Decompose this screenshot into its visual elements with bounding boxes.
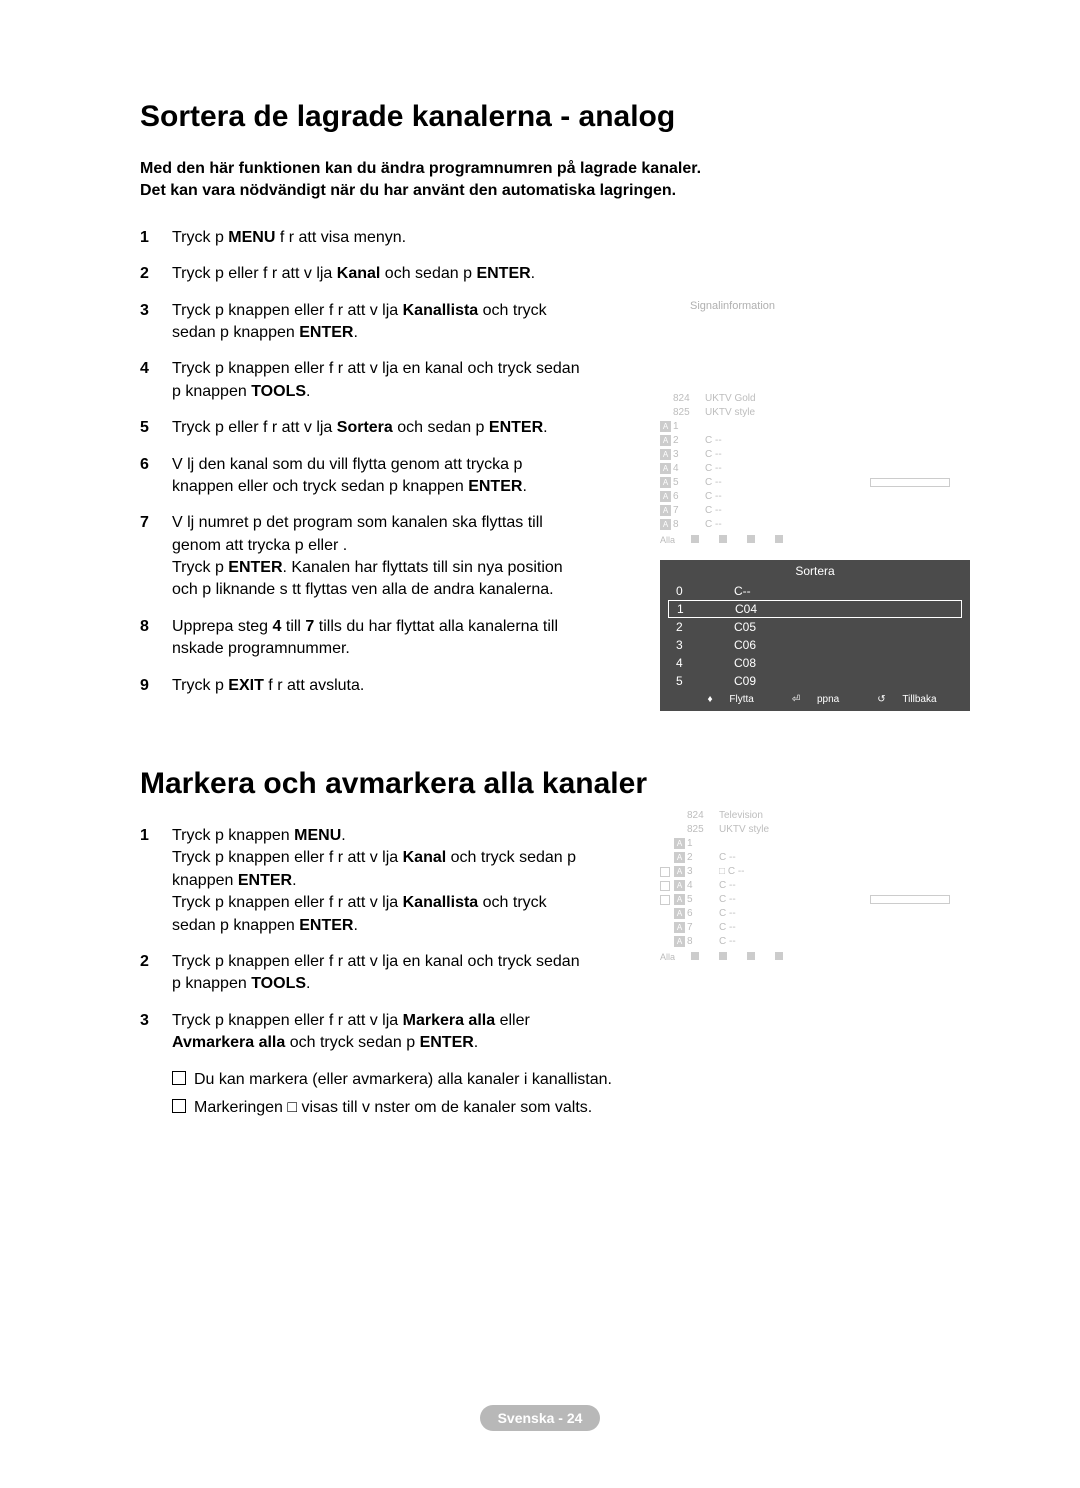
channel-row: A4C --: [660, 462, 970, 475]
channel-row: A5C --: [660, 476, 970, 489]
note-1: Du kan markera (eller avmarkera) alla ka…: [172, 1069, 612, 1091]
step-item: 9Tryck p EXIT f r att avsluta.: [140, 675, 580, 697]
channel-row: 824UKTV Gold: [660, 392, 970, 405]
channel-row: A3C --: [660, 448, 970, 461]
channel-row: A7C --: [660, 921, 970, 934]
osd-sortera: Sortera 0C--1C042C053C064C085C09 ♦ Flytt…: [660, 560, 970, 711]
channel-row: A4C --: [660, 879, 970, 892]
step-item: 5Tryck p eller f r att v lja Sortera och…: [140, 417, 580, 439]
step-item: 7V lj numret p det program som kanalen s…: [140, 512, 580, 602]
channel-list-footer: Alla: [660, 535, 970, 545]
channel-row: 825UKTV style: [660, 823, 970, 836]
channel-row: 825UKTV style: [660, 406, 970, 419]
step-item: 4Tryck p knappen eller f r att v lja en …: [140, 358, 580, 403]
sortera-row: 4C08: [660, 654, 970, 672]
step-item: 2Tryck p knappen eller f r att v lja en …: [140, 951, 580, 996]
sortera-row: 0C--: [660, 582, 970, 600]
sortera-footer: ♦ Flytta ⏎ ppna ↺ Tillbaka: [660, 690, 970, 707]
channel-row: A1: [660, 837, 970, 850]
sortera-title: Sortera: [660, 560, 970, 582]
channel-row: 824Television: [660, 809, 970, 822]
channel-row: A5C --: [660, 893, 970, 906]
sortera-row: 3C06: [660, 636, 970, 654]
step-item: 8Upprepa steg 4 till 7 tills du har flyt…: [140, 616, 580, 661]
channel-row: A1: [660, 420, 970, 433]
step-item: 3Tryck p knappen eller f r att v lja Kan…: [140, 300, 580, 345]
section1-intro: Med den här funktionen kan du ändra prog…: [140, 158, 960, 203]
channel-row: A2C --: [660, 851, 970, 864]
channel-list-footer: Alla: [660, 952, 970, 962]
channel-row: A6C --: [660, 490, 970, 503]
osd-channel-list-2: 824Television825UKTV styleA1A2C --A3□ C …: [660, 808, 970, 962]
step-item: 1Tryck p MENU f r att visa menyn.: [140, 227, 580, 249]
section2-title: Markera och avmarkera alla kanaler: [140, 767, 960, 801]
channel-row: A6C --: [660, 907, 970, 920]
step-item: 6V lj den kanal som du vill flytta genom…: [140, 454, 580, 499]
step-item: 1Tryck p knappen MENU.Tryck p knappen el…: [140, 825, 580, 937]
osd-channel-list-1: Signalinformation 824UKTV Gold825UKTV st…: [660, 300, 970, 545]
signal-info-label: Signalinformation: [690, 300, 970, 312]
step-item: 2Tryck p eller f r att v lja Kanal och s…: [140, 263, 580, 285]
section1-title: Sortera de lagrade kanalerna - analog: [140, 100, 960, 134]
sortera-row: 1C04: [668, 600, 962, 618]
channel-row: A7C --: [660, 504, 970, 517]
note-2: Markeringen □ visas till v nster om de k…: [172, 1097, 612, 1119]
sortera-row: 5C09: [660, 672, 970, 690]
channel-row: A2C --: [660, 434, 970, 447]
channel-row: A3□ C --: [660, 865, 970, 878]
sortera-row: 2C05: [660, 618, 970, 636]
channel-row: A8C --: [660, 518, 970, 531]
page-footer: Svenska - 24: [0, 1410, 1080, 1428]
channel-row: A8C --: [660, 935, 970, 948]
step-item: 3Tryck p knappen eller f r att v lja Mar…: [140, 1010, 580, 1055]
